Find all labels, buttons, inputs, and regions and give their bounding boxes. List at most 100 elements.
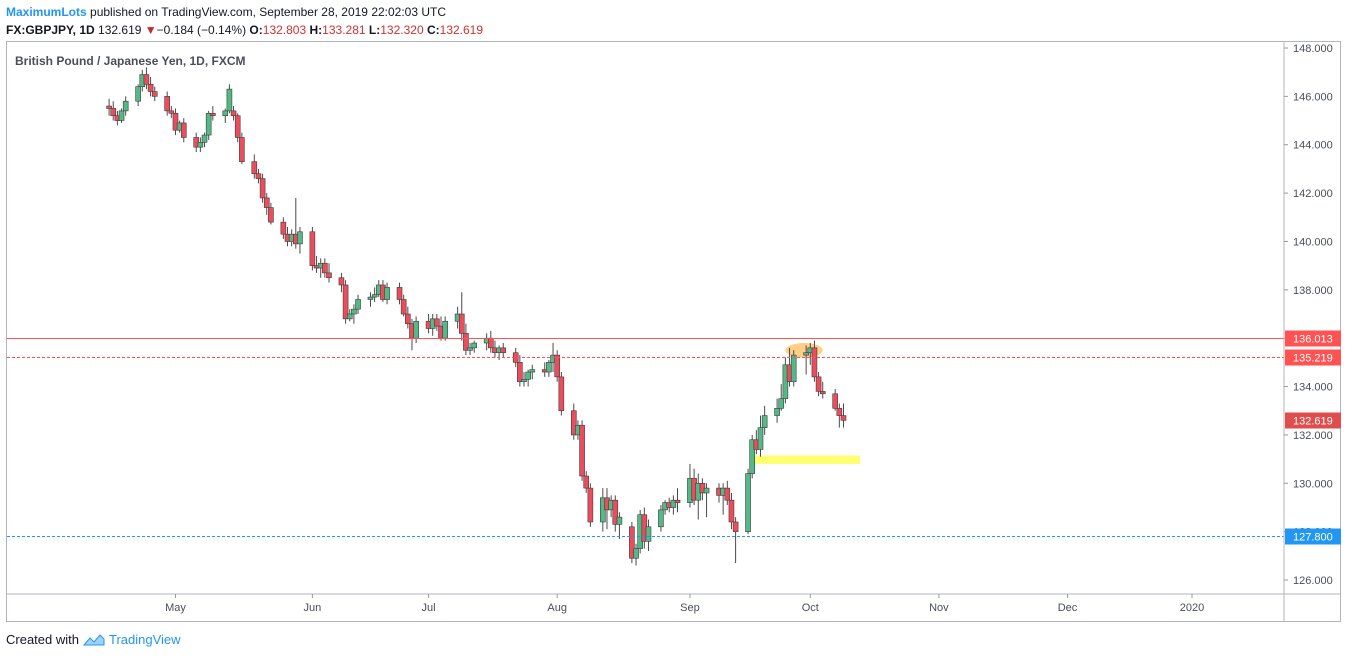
price-change: −0.184 (−0.14%) <box>156 23 247 37</box>
candle-body <box>280 221 287 235</box>
quote-bar: FX:GBPJPY, 1D 132.619 ▼−0.184 (−0.14%) O… <box>6 23 483 37</box>
open-value: 132.803 <box>262 23 307 37</box>
candle <box>467 343 473 356</box>
candle <box>434 314 440 331</box>
candle-body <box>521 378 527 383</box>
candle <box>658 505 664 532</box>
candle-body <box>239 137 245 162</box>
candle-body <box>732 521 739 532</box>
candle-body <box>612 499 619 525</box>
x-tick-label: Aug <box>547 602 567 614</box>
candle-body <box>164 96 170 112</box>
candle <box>268 202 274 225</box>
x-tick-label: Nov <box>929 602 949 614</box>
candle-body <box>832 393 838 409</box>
candle-body <box>471 342 478 349</box>
candle-body <box>143 74 150 85</box>
candle <box>151 86 158 102</box>
candle <box>147 77 154 97</box>
candle <box>346 309 353 322</box>
candle-body <box>384 287 390 300</box>
low-value: 132.320 <box>380 23 424 37</box>
candle-body <box>226 88 233 112</box>
candle <box>239 132 245 165</box>
candle-body <box>205 112 212 136</box>
candle-body <box>819 391 826 395</box>
candle <box>525 369 531 387</box>
candle-body <box>724 487 731 501</box>
candle <box>400 294 407 317</box>
candle <box>280 217 287 240</box>
candle <box>587 483 594 527</box>
candle <box>463 323 469 356</box>
candle-body <box>840 415 847 421</box>
publish-info: MaximumLots published on TradingView.com… <box>6 5 446 19</box>
footer: Created with TradingView <box>6 632 181 647</box>
candle <box>554 350 560 382</box>
candle-body <box>629 526 635 559</box>
candle-body <box>309 231 316 266</box>
candle <box>180 118 187 143</box>
candle-body <box>222 110 229 117</box>
last-price-label: 132.619 <box>1293 416 1333 428</box>
candle-body <box>645 526 652 542</box>
candle-body <box>674 499 681 503</box>
tradingview-brand-link[interactable]: TradingView <box>108 632 181 647</box>
candle-body <box>587 487 594 523</box>
candle <box>749 434 755 479</box>
y-tick-label: 142.000 <box>1293 188 1333 200</box>
x-tick-label: Oct <box>802 602 819 614</box>
candle <box>110 101 117 121</box>
candle-body <box>488 337 494 349</box>
candle-body <box>405 313 411 324</box>
candle-body <box>616 516 623 525</box>
candle <box>322 258 328 278</box>
author-link[interactable]: MaximumLots <box>6 5 87 19</box>
created-with-label: Created with <box>6 632 79 647</box>
candle <box>570 403 577 440</box>
candle <box>724 480 731 506</box>
candles <box>106 67 847 566</box>
candle <box>670 495 677 515</box>
candle-body <box>703 487 710 494</box>
candle-body <box>371 294 378 298</box>
yellow-box <box>752 455 861 464</box>
candle <box>222 108 229 123</box>
high-label: H: <box>309 23 323 37</box>
candle <box>579 420 585 481</box>
candle-body <box>351 308 357 315</box>
candle-body <box>400 299 407 315</box>
high-value: 133.281 <box>322 23 366 37</box>
candle <box>122 96 129 116</box>
resistance-price-label: 136.013 <box>1293 334 1333 346</box>
candle-body <box>197 142 204 148</box>
candle <box>757 415 764 457</box>
candle <box>674 488 681 513</box>
candle <box>458 292 465 341</box>
last-price-tag <box>1285 412 1341 429</box>
resistance-dashed-price-tag <box>1285 349 1341 366</box>
chart-title: British Pound / Japanese Yen, 1D, FXCM <box>15 54 246 68</box>
candle <box>106 98 112 116</box>
candle-body <box>633 548 639 559</box>
candle-body <box>259 178 266 199</box>
candle-body <box>234 115 241 138</box>
candle <box>703 483 710 518</box>
candle-body <box>774 408 780 416</box>
candle <box>259 173 266 203</box>
candle-body <box>658 509 664 528</box>
candle-body <box>297 231 303 245</box>
candle-body <box>434 318 440 327</box>
candle-body <box>210 112 216 117</box>
candle <box>396 282 403 305</box>
candle <box>226 84 233 114</box>
candle <box>338 272 345 293</box>
candle <box>521 372 527 387</box>
x-tick-label: 2020 <box>1180 602 1204 614</box>
candle-body <box>745 473 751 532</box>
time-axis: May Jun Jul Aug Sep Oct Nov Dec 2020 <box>165 594 1204 614</box>
candle-body <box>251 161 258 175</box>
candle <box>819 381 826 399</box>
candle <box>197 137 204 152</box>
